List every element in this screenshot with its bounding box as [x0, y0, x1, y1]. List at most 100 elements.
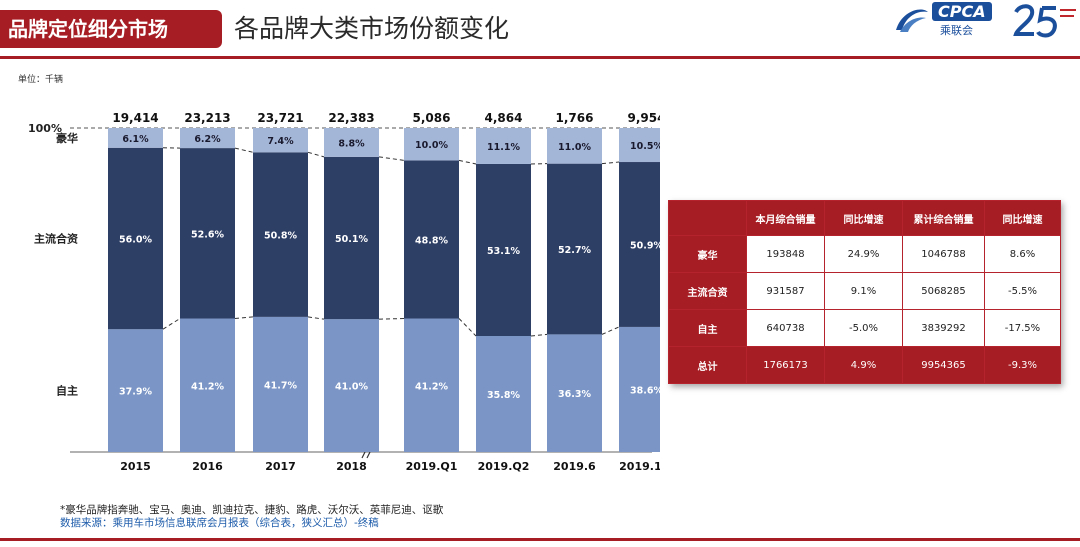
sales-table: 本月综合销量 同比增速 累计综合销量 同比增速 豪华 193848 24.9% … [668, 200, 1061, 384]
table-header-cell [668, 200, 747, 236]
table-row-header: 总计 [668, 346, 747, 384]
page-title: 各品牌大类市场份额变化 [234, 14, 510, 43]
bar-segment-label: 41.0% [335, 382, 368, 393]
bar-segment [108, 147, 163, 330]
bar-segment-label: 10.5% [630, 141, 660, 152]
bar-segment-label: 41.7% [264, 380, 297, 391]
table-cell: 8.6% [984, 235, 1061, 273]
bar-total-label: 1,766 [556, 111, 594, 125]
category-label: 2016 [192, 460, 223, 473]
segment-connector-line [378, 318, 405, 320]
header-divider [0, 56, 1080, 59]
table-cell: 640738 [746, 309, 825, 347]
bar-segment-label: 53.1% [487, 246, 520, 257]
segment-connector-line [307, 316, 325, 320]
bar-segment-label: 50.1% [335, 234, 368, 245]
bar-segment [404, 160, 459, 319]
segment-connector-line [162, 318, 181, 330]
unit-label: 单位：千辆 [18, 75, 64, 85]
table-cell: 4.9% [824, 346, 903, 384]
bar-total-label: 23,721 [257, 111, 303, 125]
bar-segment [180, 128, 235, 149]
bar-segment-label: 11.1% [487, 142, 520, 153]
bar-segment [476, 128, 531, 164]
bar-segment [253, 152, 308, 317]
segment-connector-line [234, 316, 254, 320]
bar-total-label: 5,086 [413, 111, 451, 125]
bar-segment-label: 6.2% [194, 134, 221, 145]
table-cell: 931587 [746, 272, 825, 310]
bar-segment-label: 37.9% [119, 387, 152, 398]
cpca-logo: CPCA [932, 2, 992, 21]
bar-segment-label: 48.8% [415, 235, 448, 246]
table-row-header: 自主 [668, 309, 747, 347]
table-row: 豪华 193848 24.9% 1046788 8.6% [668, 235, 1061, 273]
table-cell: -5.0% [824, 309, 903, 347]
segment-connector-line [234, 147, 254, 153]
category-label: 2018 [336, 460, 367, 473]
table-cell: 9.1% [824, 272, 903, 310]
bar-segment [547, 163, 602, 335]
section-label: 品牌定位细分市场 [0, 10, 222, 48]
category-label: 2019.1-6 [619, 460, 660, 473]
segment-connector-line [601, 326, 620, 335]
bar-segment-label: 11.0% [558, 142, 591, 153]
bar-segment [324, 156, 379, 320]
segment-connector-line [307, 151, 325, 158]
table-cell: 193848 [746, 235, 825, 273]
bar-segment [108, 128, 163, 148]
bar-total-label: 22,383 [328, 111, 374, 125]
series-label: 主流合资 [34, 231, 78, 245]
header: 品牌定位细分市场 各品牌大类市场份额变化 CPCA 乘联会 [0, 0, 1080, 64]
series-label: 自主 [56, 384, 78, 398]
bar-segment-label: 10.0% [415, 140, 448, 151]
bar-segment [619, 128, 660, 163]
category-label: 2019.Q2 [478, 460, 530, 473]
bar-segment-label: 6.1% [122, 134, 149, 145]
cpca-logo-subtitle: 乘联会 [940, 24, 973, 37]
table-total-row: 总计 1766173 4.9% 9954365 -9.3% [668, 346, 1061, 384]
table-cell: 9954365 [902, 346, 985, 384]
bar-segment [619, 326, 660, 452]
stacked-bar-chart: 100% 37.9% 56.0% 6.1% 19,414 2015 41.2% 52.6% 6.… [28, 111, 660, 473]
segment-connector-line [601, 161, 620, 165]
table-cell: -5.5% [984, 272, 1061, 310]
series-label: 豪华 [56, 131, 78, 145]
bar-segment [547, 334, 602, 452]
sales-table-container: 本月综合销量 同比增速 累计综合销量 同比增速 豪华 193848 24.9% … [668, 200, 1061, 384]
cpca-swirl-logo-icon [896, 9, 928, 32]
bar-total-label: 9,954 [628, 111, 660, 125]
category-label: 2019.Q1 [406, 460, 458, 473]
bar-segment [547, 128, 602, 164]
bar-segment-label: 36.3% [558, 389, 591, 400]
hundred-percent-label: 100% [28, 122, 62, 135]
bar-segment-label: 56.0% [119, 234, 152, 245]
bar-segment-label: 50.9% [630, 240, 660, 251]
category-label: 2015 [120, 460, 151, 473]
bar-segment [324, 319, 379, 452]
bar-segment [476, 336, 531, 452]
table-cell: -17.5% [984, 309, 1061, 347]
bar-total-label: 23,213 [184, 111, 230, 125]
segment-connector-line [530, 333, 548, 337]
table-header-row: 本月综合销量 同比增速 累计综合销量 同比增速 [668, 200, 1061, 236]
bar-segment [404, 128, 459, 161]
table-header-cell: 同比增速 [824, 200, 903, 236]
table-row: 自主 640738 -5.0% 3839292 -17.5% [668, 309, 1061, 347]
luxury-brand-footnote: *豪华品牌指奔驰、宝马、奥迪、凯迪拉克、捷豹、路虎、沃尔沃、英菲尼迪、讴歌 [60, 504, 444, 516]
table-row: 主流合资 931587 9.1% 5068285 -5.5% [668, 272, 1061, 310]
table-row-header: 豪华 [668, 235, 747, 273]
bar-segment-label: 8.8% [338, 138, 365, 149]
table-cell: 1046788 [902, 235, 985, 273]
anniversary-logo-icon [1013, 4, 1076, 38]
footer-divider [0, 538, 1080, 541]
bar-segment-label: 7.4% [267, 136, 294, 147]
bar-segment [108, 329, 163, 452]
bar-segment-label: 38.6% [630, 385, 660, 396]
bar-segment [476, 163, 531, 337]
bar-total-label: 19,414 [112, 111, 158, 125]
table-cell: 3839292 [902, 309, 985, 347]
table-cell: -9.3% [984, 346, 1061, 384]
bar-segment-label: 52.7% [558, 245, 591, 256]
bar-segment [253, 316, 308, 452]
